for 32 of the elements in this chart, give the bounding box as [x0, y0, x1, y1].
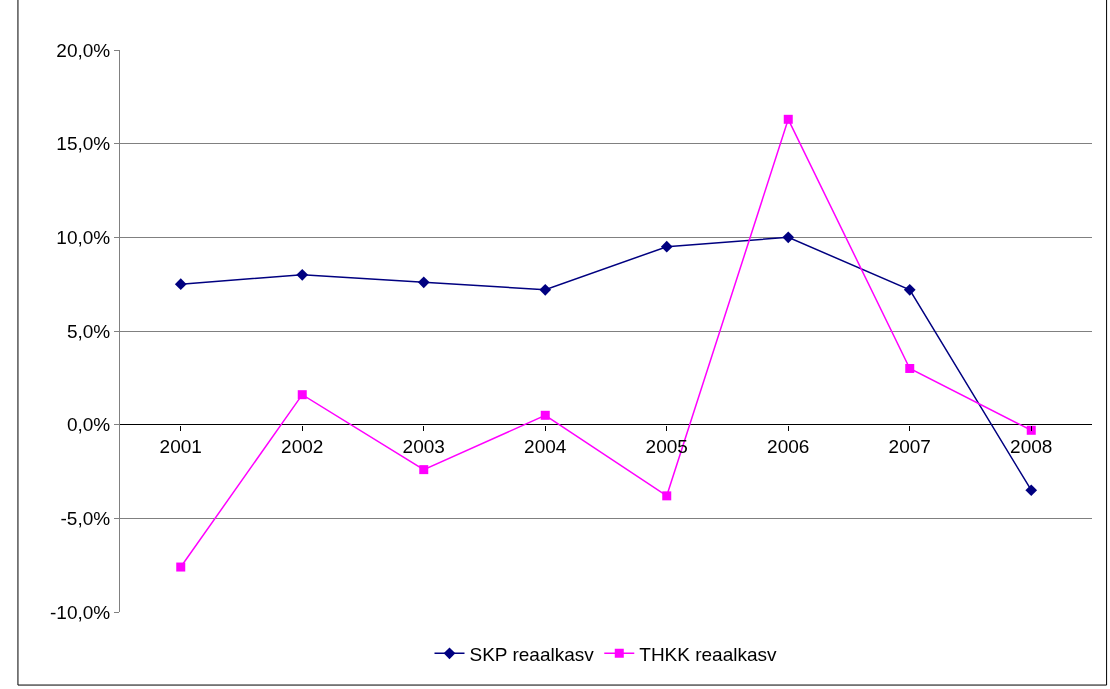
point — [176, 562, 186, 572]
point — [903, 283, 916, 296]
point — [419, 465, 429, 475]
legend-label: SKP reaalkasv — [469, 643, 595, 665]
point — [783, 114, 793, 124]
point — [540, 410, 550, 420]
y-tick-label: 10,0% — [56, 226, 111, 248]
point — [297, 390, 307, 400]
y-tick-label: 20,0% — [56, 39, 111, 61]
point — [662, 491, 672, 501]
point — [539, 283, 552, 296]
x-tick-label: 2003 — [402, 436, 445, 458]
x-tick-label: 2002 — [281, 436, 324, 458]
x-tick-label: 2008 — [1010, 436, 1053, 458]
y-tick-label: -5,0% — [60, 507, 111, 529]
point — [296, 268, 309, 281]
point — [1026, 425, 1036, 435]
x-tick-label: 2006 — [767, 436, 810, 458]
point — [1025, 484, 1038, 497]
point — [660, 240, 673, 253]
x-tick-label: 2007 — [888, 436, 931, 458]
point — [782, 231, 795, 244]
x-tick-label: 2004 — [524, 436, 567, 458]
legend-label: THKK reaalkasv — [639, 643, 778, 665]
y-tick-label: 15,0% — [56, 133, 111, 155]
y-tick-label: 5,0% — [66, 320, 111, 342]
y-tick-label: 0,0% — [66, 414, 111, 436]
y-tick-label: -10,0% — [50, 601, 111, 623]
point — [174, 278, 187, 291]
point — [417, 276, 430, 289]
point — [905, 363, 915, 373]
x-tick-label: 2001 — [159, 436, 202, 458]
